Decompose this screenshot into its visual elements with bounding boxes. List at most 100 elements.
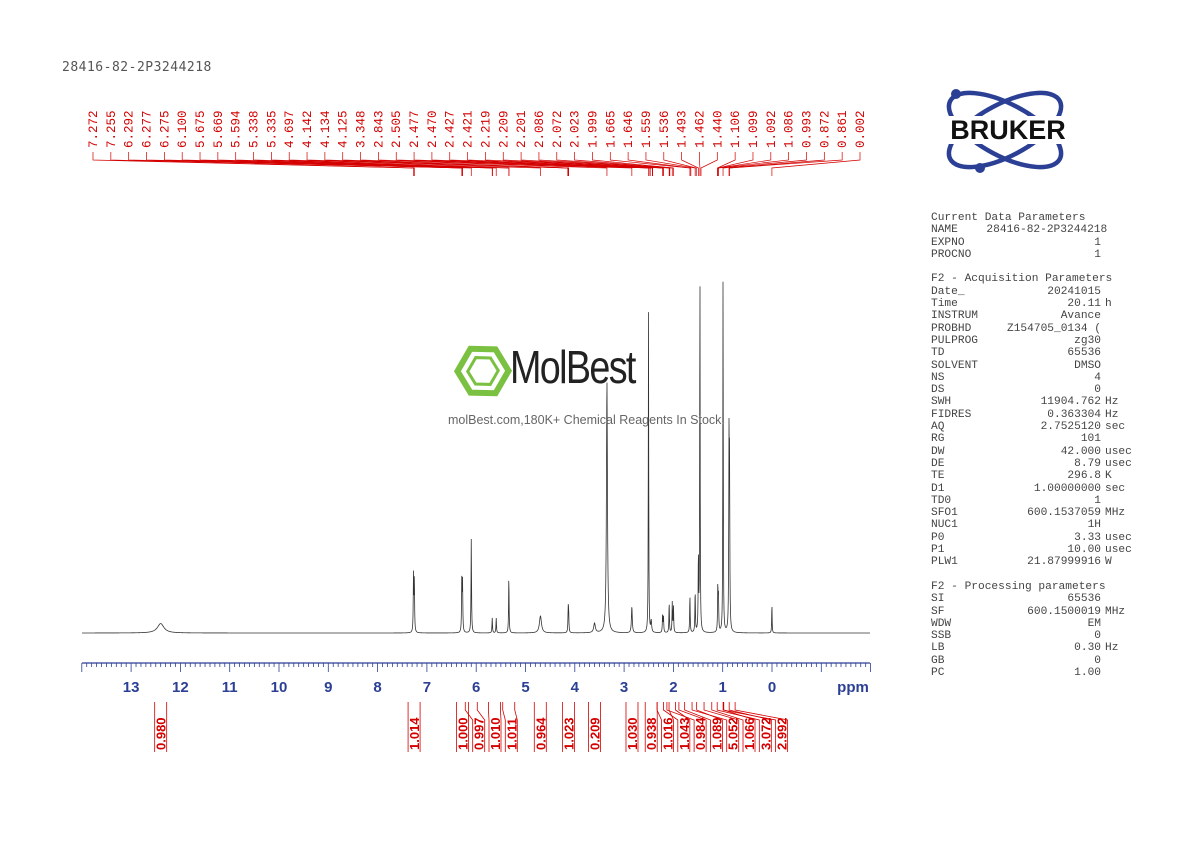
spectrum-trace bbox=[82, 281, 870, 634]
peak-label: 0.861 bbox=[836, 110, 850, 148]
parameter-row: SI 65536 bbox=[931, 593, 1139, 605]
x-tick-label: 6 bbox=[472, 679, 480, 696]
peak-label: 0.993 bbox=[800, 110, 814, 148]
param-key: INSTRUM bbox=[931, 310, 978, 323]
peak-leader-line bbox=[538, 152, 670, 176]
integral-value: 2.992 bbox=[775, 717, 790, 750]
param-value: zg30 bbox=[1074, 334, 1101, 347]
param-unit: K bbox=[1105, 470, 1112, 483]
param-value: 20241015 bbox=[1047, 285, 1101, 298]
peak-label: 5.594 bbox=[230, 110, 244, 148]
peak-label: 6.100 bbox=[176, 110, 190, 148]
peak-label: 2.072 bbox=[551, 110, 565, 148]
param-unit: usec bbox=[1105, 457, 1132, 470]
param-value: 1 bbox=[1094, 236, 1101, 249]
peak-leader-line bbox=[717, 152, 736, 176]
parameter-row: TD0 1 bbox=[931, 495, 1139, 507]
peak-label: 4.697 bbox=[283, 110, 297, 148]
watermark-name: MolBest bbox=[510, 341, 636, 393]
integral-bracket bbox=[663, 702, 679, 752]
peak-leader-line bbox=[431, 152, 651, 176]
x-tick-label: 8 bbox=[373, 679, 381, 696]
param-key: SOLVENT bbox=[931, 359, 978, 372]
peak-leader-line bbox=[771, 152, 861, 176]
parameter-row: Time 20.11 h bbox=[931, 298, 1139, 310]
param-value: 4 bbox=[1094, 371, 1101, 384]
integral-bracket bbox=[502, 702, 506, 752]
parameter-row: P0 3.33 usec bbox=[931, 532, 1139, 544]
peak-label: 2.023 bbox=[569, 110, 583, 148]
param-unit bbox=[1101, 310, 1139, 322]
integral-value: 1.016 bbox=[661, 717, 676, 750]
x-tick-label: 2 bbox=[669, 679, 677, 696]
peak-leader-line bbox=[718, 152, 790, 176]
x-tick-label: 10 bbox=[271, 679, 288, 696]
parameter-row: FIDRES 0.363304 Hz bbox=[931, 409, 1139, 421]
parameter-row: SF 600.1500019 MHz bbox=[931, 606, 1139, 618]
peak-leader-line bbox=[378, 152, 633, 176]
peak-label: 5.335 bbox=[265, 110, 279, 148]
peak-leader-line bbox=[722, 152, 807, 176]
integral-bracket bbox=[711, 702, 744, 752]
parameter-row: LB 0.30 Hz bbox=[931, 642, 1139, 654]
param-key: SWH bbox=[931, 396, 952, 409]
param-value: 101 bbox=[1080, 433, 1101, 446]
x-tick-label: 4 bbox=[571, 679, 580, 696]
param-unit bbox=[1101, 286, 1139, 298]
integral-value: 1.066 bbox=[742, 717, 757, 750]
param-value: Z154705_0134 ( bbox=[1007, 322, 1101, 335]
integral-value: 3.072 bbox=[758, 717, 773, 750]
peak-label: 4.134 bbox=[319, 110, 333, 148]
integral-value: 0.964 bbox=[533, 717, 548, 750]
param-value: 0 bbox=[1094, 654, 1101, 667]
integral-value: 1.089 bbox=[709, 717, 724, 750]
integral-value: 0.938 bbox=[644, 717, 659, 750]
param-key: NS bbox=[931, 371, 945, 384]
parameter-row: SWH 11904.762 Hz bbox=[931, 396, 1139, 408]
param-key: NUC1 bbox=[931, 519, 958, 532]
peak-label: 1.462 bbox=[693, 110, 707, 148]
peak-label: 1.493 bbox=[676, 110, 690, 148]
integral-bracket bbox=[734, 702, 789, 752]
bruker-wordmark: BRUKER bbox=[950, 115, 1066, 145]
param-value: Avance bbox=[1060, 310, 1101, 323]
param-key: PROCNO bbox=[931, 248, 972, 261]
param-key: SF bbox=[931, 605, 945, 618]
parameter-row: NAME 28416-82-2P3244218 bbox=[931, 224, 1139, 236]
peak-label: 1.092 bbox=[765, 110, 779, 148]
x-tick-label: 9 bbox=[324, 679, 332, 696]
peak-label: 4.125 bbox=[337, 110, 351, 148]
param-unit bbox=[1107, 224, 1139, 236]
param-unit bbox=[1101, 519, 1139, 531]
param-key: TE bbox=[931, 470, 945, 483]
peak-leader-line bbox=[609, 152, 691, 176]
parameter-row: TE 296.8 K bbox=[931, 470, 1139, 482]
param-key: DS bbox=[931, 384, 945, 397]
integral-bracket bbox=[684, 702, 711, 752]
peak-leader-line bbox=[181, 152, 472, 176]
param-unit bbox=[1101, 667, 1139, 679]
peak-leader-line bbox=[467, 152, 653, 176]
param-unit bbox=[1101, 335, 1139, 347]
param-key: TD bbox=[931, 347, 945, 360]
param-unit: Hz bbox=[1105, 642, 1119, 655]
param-key: AQ bbox=[931, 421, 945, 434]
peak-label: 5.675 bbox=[194, 110, 208, 148]
peak-leader-line bbox=[360, 152, 608, 176]
param-unit bbox=[1101, 433, 1139, 445]
param-value: 600.1500019 bbox=[1027, 605, 1101, 618]
integral-value: 1.030 bbox=[625, 717, 640, 750]
param-value: 11904.762 bbox=[1040, 396, 1101, 409]
integral-value: 0.997 bbox=[472, 717, 487, 750]
param-value: 0 bbox=[1094, 384, 1101, 397]
peak-label: 2.843 bbox=[372, 110, 386, 148]
param-unit: sec bbox=[1105, 482, 1126, 495]
param-unit bbox=[1101, 630, 1139, 642]
param-unit bbox=[1101, 372, 1139, 384]
peak-leader-line bbox=[728, 152, 825, 176]
x-tick-label: 0 bbox=[768, 679, 776, 696]
integral-bracket bbox=[656, 702, 662, 752]
integral-bracket bbox=[722, 702, 777, 752]
param-unit: usec bbox=[1105, 531, 1132, 544]
